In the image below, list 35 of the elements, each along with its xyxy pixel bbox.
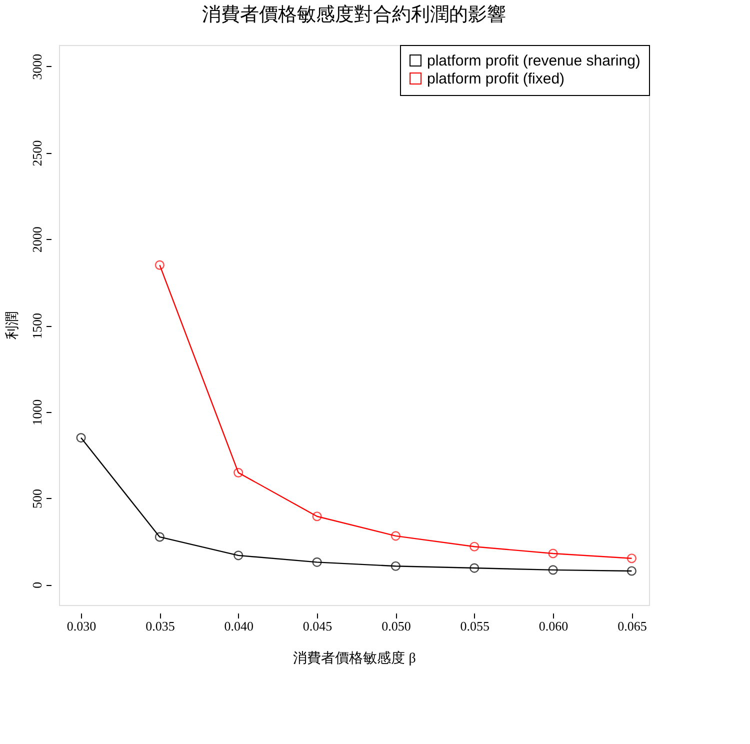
y-tick-label: 2000 xyxy=(30,226,44,253)
point xyxy=(154,532,164,542)
y-tick-label: 2500 xyxy=(30,140,44,166)
point xyxy=(626,566,636,576)
point xyxy=(390,531,400,541)
point xyxy=(548,565,558,575)
x-tick-label: 0.030 xyxy=(66,618,96,634)
x-tick-label: 0.045 xyxy=(302,618,332,634)
point xyxy=(234,468,244,478)
point xyxy=(548,548,558,558)
point xyxy=(470,542,480,552)
point xyxy=(154,260,164,270)
y-tick-label: 0 xyxy=(30,582,44,588)
y-tick-label: 500 xyxy=(30,489,44,508)
y-tick-label: 1000 xyxy=(30,399,44,426)
x-tick-label: 0.035 xyxy=(146,618,175,634)
point xyxy=(312,512,322,522)
point xyxy=(390,561,400,571)
x-tick-label: 0.050 xyxy=(382,618,411,634)
point xyxy=(76,433,86,443)
legend-label: platform profit (revenue sharing) xyxy=(427,52,640,70)
y-tick-label: 3000 xyxy=(30,54,44,80)
y-axis-title: 利潤 xyxy=(4,312,20,340)
point xyxy=(626,554,636,564)
point xyxy=(312,557,322,567)
x-tick-label: 0.055 xyxy=(460,618,490,634)
point xyxy=(470,563,480,573)
chart-title: 消費者價格敏感度對合約利潤的影響 xyxy=(202,4,506,26)
x-tick-label: 0.060 xyxy=(538,618,568,634)
point xyxy=(234,550,244,560)
x-tick-label: 0.040 xyxy=(224,618,254,634)
legend-label: platform profit (fixed) xyxy=(427,70,565,88)
x-tick-label: 0.065 xyxy=(618,618,647,634)
x-axis-title: 消費者價格敏感度 β xyxy=(293,650,416,666)
y-tick-label: 1500 xyxy=(30,313,44,340)
